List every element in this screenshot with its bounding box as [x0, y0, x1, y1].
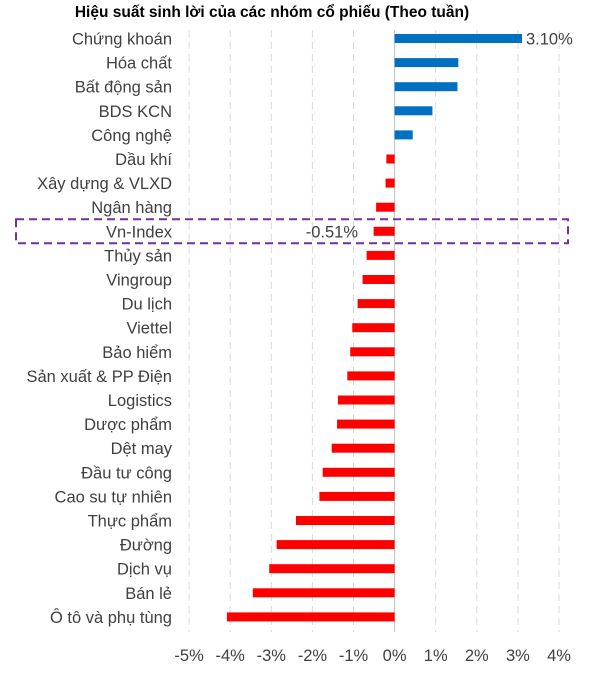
bars — [226, 34, 523, 622]
category-label-o-to-va-phu-tung: Ô tô và phụ tùng — [50, 608, 172, 627]
bar-vn-index — [373, 226, 395, 236]
bar-det-may — [331, 443, 395, 453]
x-tick-label-3: -2% — [298, 647, 328, 665]
data-label-vn-index: -0.51% — [306, 223, 359, 241]
x-tick-label-2: -3% — [257, 647, 287, 665]
category-label-vn-index: Vn-Index — [106, 223, 173, 241]
x-tick-label-7: 2% — [465, 647, 489, 665]
category-labels: Chứng khoán Hóa chất Bất động sản BDS KCN Cô… — [26, 31, 172, 627]
bar-san-xuat-pp-dien — [347, 371, 395, 381]
category-label-duoc-pham: Dược phẩm — [84, 416, 172, 434]
category-label-bat-dong-san: Bất động sản — [75, 79, 172, 97]
bar-xay-dung-vlxd — [385, 178, 395, 188]
category-label-det-may: Dệt may — [111, 440, 173, 458]
bar-thuc-pham — [295, 516, 395, 525]
x-tick-label-9: 4% — [547, 647, 571, 665]
category-label-dau-khi: Dầu khí — [115, 151, 172, 169]
bar-dau-khi — [386, 154, 395, 164]
category-label-du-lich: Du lịch — [122, 296, 172, 314]
bar-thuy-san — [366, 250, 395, 260]
category-label-duong: Đường — [120, 537, 172, 555]
category-label-hoa-chat: Hóa chất — [106, 55, 172, 73]
bar-o-to-va-phu-tung — [226, 612, 395, 622]
x-tick-label-4: -1% — [339, 647, 369, 665]
bar-chung-khoan — [394, 34, 523, 43]
bar-ngan-hang — [376, 202, 395, 212]
category-label-thuc-pham: Thực phẩm — [88, 513, 172, 531]
category-label-bao-hiem: Bảo hiểm — [102, 344, 172, 362]
category-label-xay-dung-vlxd: Xây dựng & VLXD — [37, 175, 172, 193]
bar-hoa-chat — [394, 58, 459, 68]
x-tick-label-0: -5% — [174, 647, 204, 665]
x-axis-tick-labels: -5% -4% -3% -2% -1% 0% 1% 2% 3% 4% — [174, 647, 571, 665]
x-tick-label-8: 3% — [506, 647, 530, 665]
vn-index-highlight-box — [15, 218, 569, 245]
bar-viettel — [352, 323, 395, 333]
category-label-san-xuat-pp-dien: Sản xuất & PP Điện — [26, 368, 172, 386]
bar-bat-dong-san — [394, 82, 458, 92]
category-label-bds-kcn: BDS KCN — [99, 103, 172, 121]
x-tick-label-5: 0% — [383, 647, 407, 665]
bar-bao-hiem — [350, 347, 395, 357]
category-label-chung-khoan: Chứng khoán — [72, 31, 172, 49]
category-label-dau-tu-cong: Đầu tư công — [81, 464, 172, 482]
bar-duong — [276, 540, 395, 550]
bar-dau-tu-cong — [322, 467, 395, 477]
bar-logistics — [337, 395, 395, 405]
category-label-dich-vu: Dịch vụ — [117, 561, 172, 579]
bar-cao-su-tu-nhien — [319, 491, 395, 501]
bar-dich-vu — [269, 564, 395, 574]
x-tick-label-6: 1% — [424, 647, 448, 665]
bar-ban-le — [252, 588, 395, 598]
data-labels: 3.10% -0.51% — [306, 31, 573, 242]
bar-bds-kcn — [394, 106, 433, 116]
bar-du-lich — [357, 299, 395, 309]
category-label-cong-nghe: Công nghệ — [91, 127, 172, 145]
category-label-logistics: Logistics — [108, 392, 172, 410]
category-label-ban-le: Bán lẻ — [125, 585, 172, 603]
category-label-viettel: Viettel — [126, 320, 172, 338]
bar-cong-nghe — [394, 130, 413, 140]
category-label-vingroup: Vingroup — [106, 272, 172, 290]
bar-duoc-pham — [337, 419, 395, 429]
data-label-chung-khoan: 3.10% — [526, 31, 573, 49]
x-tick-label-1: -4% — [216, 647, 246, 665]
category-label-ngan-hang: Ngân hàng — [91, 199, 172, 217]
category-label-cao-su-tu-nhien: Cao su tự nhiên — [55, 488, 172, 506]
category-label-thuy-san: Thủy sản — [104, 247, 172, 265]
chart-title: Hiệu suất sinh lời của các nhóm cổ phiếu… — [75, 4, 469, 21]
bar-vingroup — [362, 275, 395, 284]
